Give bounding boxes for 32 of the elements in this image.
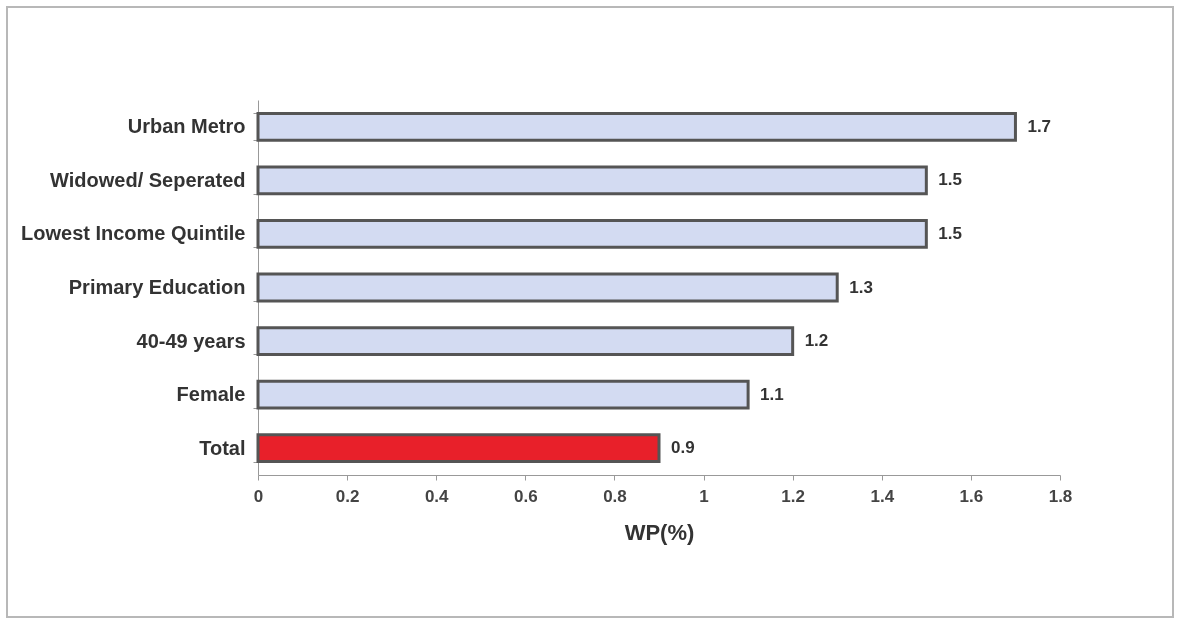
y-tick-label: Widowed/ Seperated xyxy=(50,168,246,191)
data-label: 1.3 xyxy=(849,277,873,297)
y-tick-label: Total xyxy=(199,436,246,459)
bar xyxy=(256,165,928,196)
bar xyxy=(256,326,795,356)
x-tick-label: 1.8 xyxy=(1048,486,1073,506)
y-tick-label: Primary Education xyxy=(68,276,246,298)
data-label: 1.7 xyxy=(1027,116,1052,136)
x-tick-label: 1.4 xyxy=(870,486,895,506)
x-tick-label: 0.6 xyxy=(514,486,538,506)
x-tick-label: 0.4 xyxy=(424,486,450,506)
data-label: 1.5 xyxy=(938,223,962,243)
bar xyxy=(256,111,1017,142)
data-label: 1.2 xyxy=(804,331,829,351)
data-label: 1.1 xyxy=(760,384,784,404)
y-tick-label: Female xyxy=(176,383,246,406)
x-tick-label: 0.8 xyxy=(603,486,627,506)
bar xyxy=(256,272,839,303)
bar xyxy=(256,219,928,249)
y-tick-label: Lowest Income Quintile xyxy=(21,222,246,245)
data-label: 0.9 xyxy=(671,438,695,458)
x-tick-label: 1.6 xyxy=(959,486,984,506)
x-axis-title: WP(%) xyxy=(624,519,695,545)
x-tick-label: 1.2 xyxy=(781,486,805,506)
x-tick-label: 0 xyxy=(253,486,264,506)
y-tick-label: Urban Metro xyxy=(127,115,246,138)
bar xyxy=(256,379,750,410)
x-tick-label: 0.2 xyxy=(335,486,360,506)
x-tick-label: 1 xyxy=(699,486,709,506)
data-label: 1.5 xyxy=(938,170,962,190)
y-tick-label: 40-49 years xyxy=(136,329,246,352)
bar xyxy=(256,433,661,464)
